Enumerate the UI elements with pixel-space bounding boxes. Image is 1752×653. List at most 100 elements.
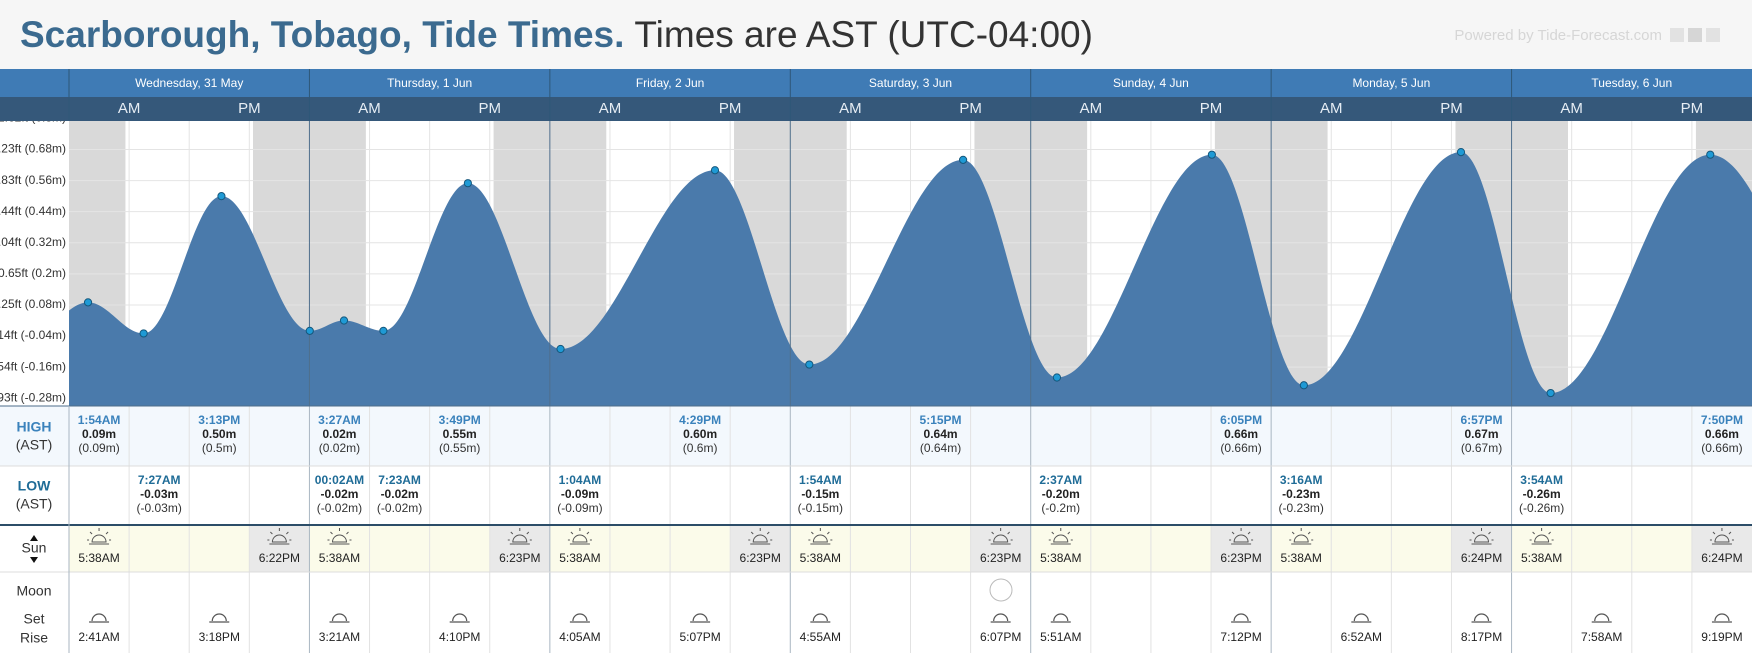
sun-cell-bg [549,525,610,572]
sun-cell-bg [1571,525,1632,572]
tide-point [556,344,565,354]
tide-time: 3:13PM [198,413,240,427]
tide-height-alt: (-0.2m) [1041,501,1080,515]
sun-cell-bg [1511,525,1572,572]
tide-height: 0.67m [1465,427,1499,441]
moonset-time: 7:58AM [1581,630,1622,644]
tide-time: 2:37AM [1039,473,1082,487]
header-bg [0,0,1752,69]
tide-height-alt: (0.66m) [1701,441,1742,455]
half-label: PM [1681,100,1704,117]
tide-time: 5:15PM [920,413,962,427]
tide-time: 7:23AM [378,473,421,487]
tide-time: 7:27AM [138,473,181,487]
half-label: PM [238,100,261,117]
half-label: AM [1080,100,1103,117]
tide-point [1706,150,1715,159]
tide-time: 3:54AM [1520,473,1563,487]
y-tick-label: 1.83ft (0.56m) [0,173,66,187]
tide-point [139,329,148,338]
day-label: Saturday, 3 Jun [869,76,952,90]
tide-height-alt: (0.5m) [202,441,237,455]
sun-cell-bg [1691,525,1752,572]
tz-label: (AST) [16,496,53,512]
low-label: LOW [18,478,51,494]
tide-height: -0.09m [561,487,599,501]
sun-cell-bg [249,525,310,572]
moonrise-time: 5:07PM [679,630,720,644]
tide-height-alt: (-0.02m) [317,501,362,515]
sun-cell-bg [1271,525,1332,572]
y-tick-label: 2.62ft (0.8m) [0,111,66,125]
tide-time: 00:02AM [315,473,364,487]
moonrise-time: 7:12PM [1220,630,1261,644]
half-label: PM [719,100,742,117]
sunrise-icon [327,528,352,545]
tide-height-alt: (0.09m) [78,441,119,455]
sunrise-time: 5:38AM [559,551,600,565]
sun-cell-bg [730,525,791,572]
tide-time: 6:05PM [1220,413,1262,427]
sunset-time: 6:23PM [1220,551,1261,565]
sunrise-icon [808,528,833,545]
sunrise-time: 5:38AM [78,551,119,565]
sunset-icon [748,528,773,545]
sun-cell-bg [1331,525,1392,572]
moonset-time: 4:05AM [559,630,600,644]
sunset-icon [267,528,292,545]
moonrise-time: 4:10PM [439,630,480,644]
moonrise-time: 3:18PM [199,630,240,644]
sun-cell-bg [69,525,130,572]
tide-time: 1:54AM [78,413,121,427]
tide-point [710,166,720,175]
tide-point [83,298,93,307]
half-label: AM [1320,100,1343,117]
sun-label-bg [0,525,69,572]
sun-cell-bg [1090,525,1151,572]
moonset-icon [89,613,110,623]
tide-point [463,179,472,188]
moonset-time: 3:21AM [319,630,360,644]
moonrise-time: 6:07PM [980,630,1021,644]
tide-height-alt: (-0.26m) [1519,501,1564,515]
day-header: Wednesday, 31 May AM PM Thursday, 1 Jun AM PM… [0,69,1752,121]
tide-point [1546,388,1555,398]
sunset-time: 6:24PM [1701,551,1742,565]
sun-cell-bg [670,525,731,572]
tide-point [217,192,226,201]
sunrise-icon [87,528,112,545]
half-label: AM [839,100,862,117]
y-tick-label: 1.44ft (0.44m) [0,204,66,218]
tide-height: 0.66m [1705,427,1739,441]
sunset-icon [988,528,1013,545]
sun-cell-bg [429,525,490,572]
sunrise-icon [567,528,592,545]
sun-cell-bg [1150,525,1212,572]
sunrise-time: 5:38AM [1521,551,1562,565]
tide-time: 1:54AM [799,473,842,487]
half-label: PM [479,100,502,117]
tide-height: -0.02m [320,487,358,501]
y-tick-label: -0.93ft (-0.28m) [0,390,66,404]
sun-cell-bg [309,525,370,572]
tide-point [305,326,314,335]
tide-height: -0.26m [1523,487,1561,501]
half-label: AM [358,100,381,117]
sun-cell-bg [1211,525,1272,572]
high-label: HIGH [17,419,52,435]
tide-height-alt: (-0.09m) [557,501,602,515]
tide-height-alt: (0.6m) [683,441,718,455]
moonrise-time: 9:19PM [1701,630,1742,644]
sunrise-time: 5:38AM [319,551,360,565]
credit[interactable]: Powered by Tide-Forecast.com [1454,27,1662,44]
sun-label: Sun [22,540,47,556]
tide-height-alt: (-0.15m) [798,501,843,515]
day-label: Tuesday, 6 Jun [1591,76,1672,90]
sunrise-time: 5:38AM [1281,551,1322,565]
tide-height-alt: (-0.02m) [377,501,422,515]
tide-time: 3:49PM [439,413,481,427]
sun-cell-bg [910,525,971,572]
tz-label: (AST) [16,437,53,453]
moonrise-icon [690,613,711,623]
moonrise-time: 8:17PM [1461,630,1502,644]
